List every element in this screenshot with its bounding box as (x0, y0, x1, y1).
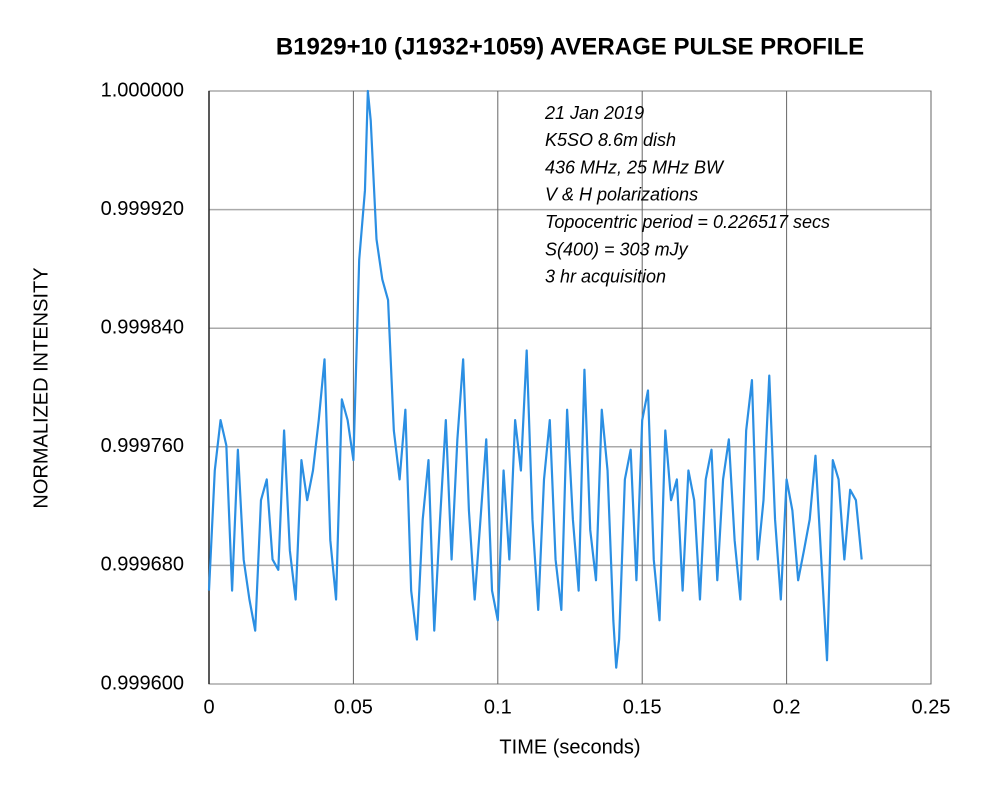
y-tick-label: 0.999600 (101, 672, 184, 694)
annotation: S(400) = 303 mJy (545, 239, 689, 259)
annotation: 436 MHz, 25 MHz BW (545, 157, 725, 177)
y-tick-label: 0.999760 (101, 435, 184, 457)
annotation: V & H polarizations (545, 185, 698, 205)
x-tick-label: 0.15 (623, 696, 662, 718)
y-tick-label: 0.999920 (101, 198, 184, 220)
y-axis-label: NORMALIZED INTENSITY (30, 267, 52, 508)
y-tick-label: 1.000000 (101, 79, 184, 101)
y-tick-label: 0.999680 (101, 554, 184, 576)
annotation: K5SO 8.6m dish (545, 130, 676, 150)
chart-title: B1929+10 (J1932+1059) AVERAGE PULSE PROF… (276, 33, 864, 60)
x-axis-label: TIME (seconds) (499, 736, 640, 758)
annotation: 3 hr acquisition (545, 267, 666, 287)
annotation: 21 Jan 2019 (544, 103, 644, 123)
x-tick-label: 0.2 (773, 696, 801, 718)
x-tick-label: 0.05 (334, 696, 373, 718)
annotation: Topocentric period = 0.226517 secs (545, 212, 830, 232)
x-tick-label: 0.1 (484, 696, 512, 718)
x-tick-label: 0.25 (912, 696, 951, 718)
y-tick-label: 0.999840 (101, 316, 184, 338)
data-line (207, 89, 863, 669)
x-tick-label: 0 (203, 696, 214, 718)
